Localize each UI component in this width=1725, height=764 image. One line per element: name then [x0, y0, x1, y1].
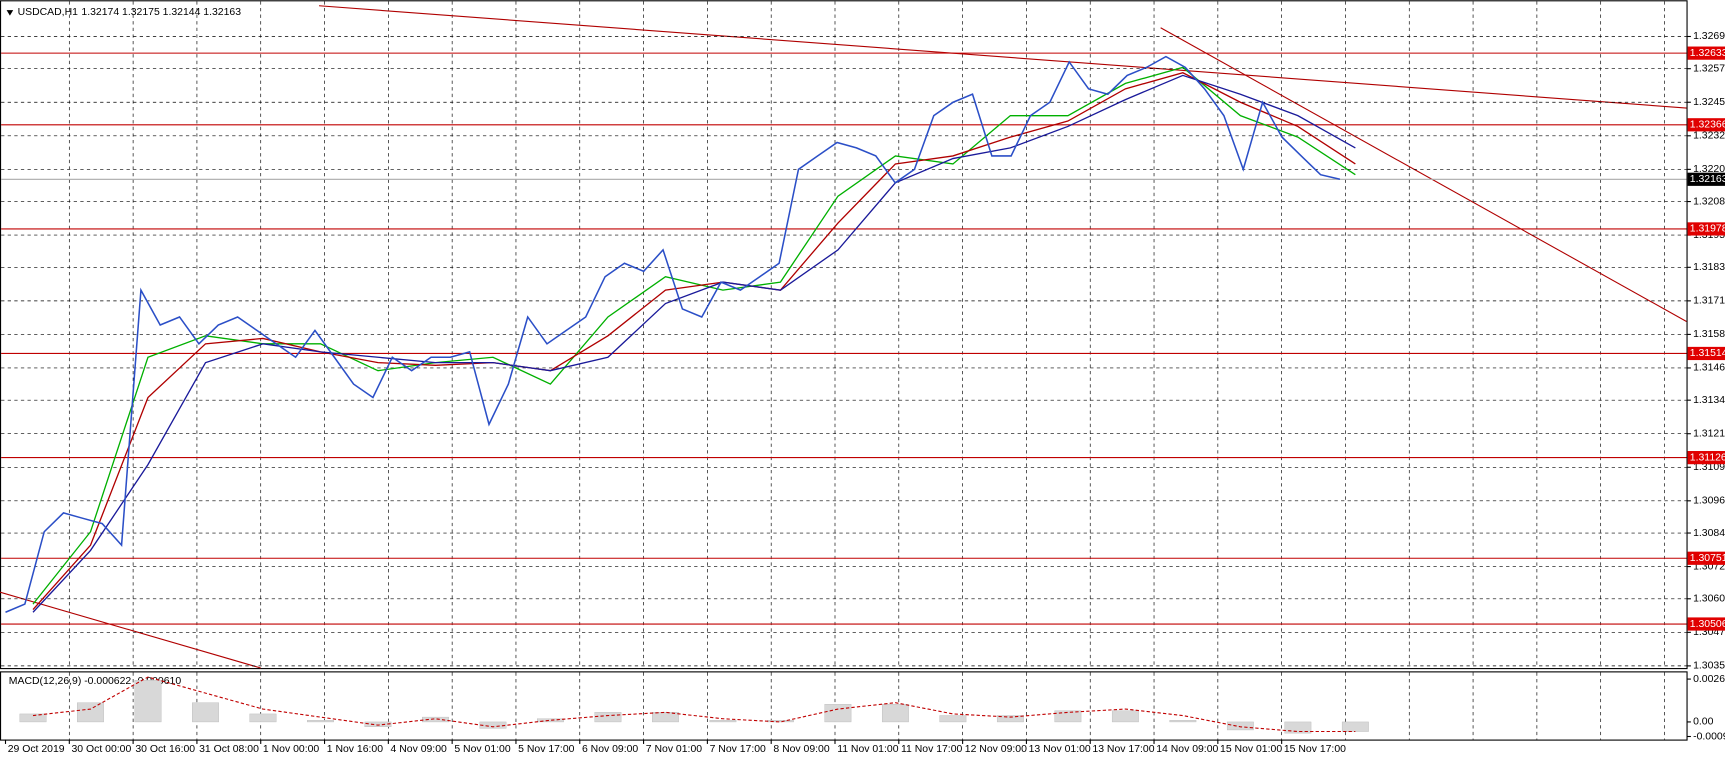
macd-tick-label: 0.002676: [1693, 674, 1725, 685]
x-tick-label: 1 Nov 00:00: [263, 744, 319, 755]
y-tick-label: 1.32575: [1693, 63, 1725, 74]
x-tick-label: 4 Nov 09:00: [391, 744, 447, 755]
level-label: 1.32366: [1690, 120, 1725, 131]
level-label: 1.31978: [1690, 224, 1725, 235]
y-tick-label: 1.32695: [1693, 31, 1725, 42]
macd-bar: [77, 702, 104, 723]
x-tick-label: 31 Oct 08:00: [199, 744, 259, 755]
x-tick-label: 6 Nov 09:00: [582, 744, 638, 755]
level-label-box: [1687, 451, 1725, 465]
macd-bar: [1054, 710, 1082, 723]
y-tick-label: 1.31710: [1693, 296, 1725, 307]
macd-bar: [939, 715, 967, 723]
trend-line: [318, 5, 1687, 109]
x-tick-label: 29 Oct 2019: [8, 744, 65, 755]
y-tick-label: 1.31215: [1693, 428, 1725, 439]
x-tick-label: 14 Nov 09:00: [1156, 744, 1218, 755]
y-tick-label: 1.30475: [1693, 627, 1725, 638]
y-tick-label: 1.31090: [1693, 462, 1725, 473]
x-tick-label: 5 Nov 01:00: [454, 744, 510, 755]
x-tick-label: 7 Nov 17:00: [710, 744, 766, 755]
macd-bar: [1284, 721, 1312, 734]
x-tick-label: 15 Nov 17:00: [1284, 744, 1346, 755]
x-tick-label: 30 Oct 16:00: [135, 744, 195, 755]
macd-bar: [652, 712, 679, 723]
macd-bar: [594, 712, 622, 723]
y-tick-label: 1.32450: [1693, 97, 1725, 108]
macd-title: MACD(12,26,9) -0.000622 -0.000610: [9, 676, 182, 687]
macd-bar: [192, 702, 219, 723]
menu-arrow[interactable]: [6, 10, 14, 16]
macd-bar: [307, 720, 334, 723]
y-tick-label: 1.31835: [1693, 262, 1725, 273]
level-label-box: [1687, 551, 1725, 565]
x-tick-label: 30 Oct 00:00: [72, 744, 132, 755]
level-label-box: [1687, 617, 1725, 631]
symbol-title: USDCAD,H1: [18, 7, 79, 18]
y-tick-label: 1.30720: [1693, 561, 1725, 572]
macd-bar: [881, 704, 909, 723]
x-tick-label: 5 Nov 17:00: [518, 744, 574, 755]
x-tick-label: 11 Nov 17:00: [901, 744, 963, 755]
y-tick-label: 1.30965: [1693, 496, 1725, 507]
y-tick-label: 1.30600: [1693, 594, 1725, 605]
current-price-box: [1687, 172, 1725, 186]
macd-bar: [709, 720, 737, 723]
macd-frame: [0, 671, 1688, 741]
macd-bar: [824, 704, 852, 723]
macd-bar: [1341, 721, 1369, 732]
macd-tick-label: 0.00: [1693, 717, 1714, 728]
x-tick-label: 13 Nov 01:00: [1029, 744, 1091, 755]
x-tick-label: 1 Nov 16:00: [327, 744, 383, 755]
y-tick-label: 1.31585: [1693, 329, 1725, 340]
x-tick-label: 15 Nov 01:00: [1220, 744, 1282, 755]
level-label-box: [1687, 118, 1725, 132]
macd-tick-label: -0.00091: [1693, 731, 1725, 742]
y-tick-label: 1.31340: [1693, 395, 1725, 406]
macd-bar: [249, 713, 277, 723]
ohlc-text: 1.32174 1.32175 1.32144 1.32163: [81, 7, 241, 18]
y-tick-label: 1.31460: [1693, 363, 1725, 374]
macd-bar: [1111, 710, 1139, 723]
x-tick-label: 12 Nov 09:00: [965, 744, 1027, 755]
moving-average: [32, 72, 1356, 610]
x-tick-label: 11 Nov 01:00: [837, 744, 899, 755]
level-label: 1.32633: [1690, 48, 1725, 59]
level-label: 1.31126: [1690, 452, 1725, 463]
level-label: 1.30751: [1690, 553, 1725, 564]
y-tick-label: 1.32200: [1693, 164, 1725, 175]
macd-bar: [134, 680, 162, 723]
x-tick-label: 7 Nov 01:00: [646, 744, 702, 755]
macd-bar: [537, 718, 564, 723]
y-tick-label: 1.32080: [1693, 196, 1725, 207]
macd-bar: [1226, 721, 1254, 731]
macd-bar: [1169, 720, 1197, 723]
current-price-label: 1.32163: [1690, 174, 1725, 185]
price-line: [5, 55, 1341, 613]
macd-bar: [19, 713, 47, 723]
moving-average: [32, 74, 1356, 613]
level-label-box: [1687, 46, 1725, 60]
moving-average: [32, 66, 1356, 605]
macd-bar: [479, 721, 507, 729]
trend-line: [1160, 27, 1687, 322]
x-tick-label: 13 Nov 17:00: [1092, 744, 1154, 755]
level-label: 1.31514: [1690, 348, 1725, 359]
level-label-box: [1687, 222, 1725, 236]
macd-bar: [364, 721, 392, 727]
y-tick-label: 1.30845: [1693, 528, 1725, 539]
y-tick-label: 1.32325: [1693, 131, 1725, 142]
macd-signal: [32, 676, 1356, 733]
macd-bar: [422, 716, 449, 723]
level-label-box: [1687, 346, 1725, 361]
level-label: 1.30506: [1690, 619, 1725, 630]
trend-line: [0, 591, 261, 669]
x-tick-label: 8 Nov 09:00: [773, 744, 829, 755]
macd-bar: [996, 715, 1024, 723]
